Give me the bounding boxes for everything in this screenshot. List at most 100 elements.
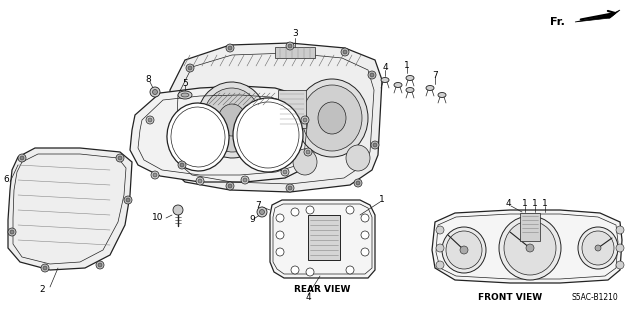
Circle shape <box>303 118 307 122</box>
Text: 9: 9 <box>249 216 255 225</box>
Circle shape <box>291 208 299 216</box>
Ellipse shape <box>406 87 414 93</box>
Circle shape <box>436 226 444 234</box>
Circle shape <box>460 246 468 254</box>
Circle shape <box>291 266 299 274</box>
Ellipse shape <box>318 102 346 134</box>
Text: 8: 8 <box>145 76 151 85</box>
Polygon shape <box>270 200 375 278</box>
Circle shape <box>286 184 294 192</box>
Polygon shape <box>8 148 132 270</box>
Circle shape <box>276 231 284 239</box>
Circle shape <box>343 50 347 54</box>
Polygon shape <box>432 210 622 283</box>
Circle shape <box>301 116 309 124</box>
Circle shape <box>616 226 624 234</box>
Circle shape <box>118 156 122 160</box>
Circle shape <box>436 261 444 269</box>
Ellipse shape <box>446 231 482 269</box>
Circle shape <box>371 141 379 149</box>
Text: REAR VIEW: REAR VIEW <box>294 286 350 294</box>
Circle shape <box>288 44 292 48</box>
Ellipse shape <box>438 93 446 98</box>
Circle shape <box>18 154 26 162</box>
Circle shape <box>226 44 234 52</box>
Circle shape <box>198 179 202 183</box>
Circle shape <box>43 266 47 270</box>
Ellipse shape <box>582 231 614 265</box>
Ellipse shape <box>197 82 267 158</box>
Polygon shape <box>575 10 620 22</box>
Circle shape <box>257 207 267 217</box>
Circle shape <box>361 248 369 256</box>
Text: 6: 6 <box>3 175 9 184</box>
Text: 5: 5 <box>182 78 188 87</box>
Circle shape <box>116 154 124 162</box>
Circle shape <box>196 177 204 185</box>
Text: 1: 1 <box>542 199 548 209</box>
Circle shape <box>306 206 314 214</box>
Ellipse shape <box>394 83 402 87</box>
Text: 7: 7 <box>432 70 438 79</box>
Ellipse shape <box>578 227 618 269</box>
Circle shape <box>281 168 289 176</box>
Text: 4: 4 <box>382 63 388 72</box>
Bar <box>278 90 306 128</box>
Circle shape <box>276 214 284 222</box>
Circle shape <box>178 161 186 169</box>
Text: 1: 1 <box>379 196 385 204</box>
Circle shape <box>243 178 247 182</box>
Ellipse shape <box>296 79 368 157</box>
Circle shape <box>152 90 157 94</box>
Bar <box>308 215 340 260</box>
Circle shape <box>180 163 184 167</box>
Circle shape <box>616 244 624 252</box>
Ellipse shape <box>442 227 486 273</box>
Circle shape <box>126 198 130 202</box>
Circle shape <box>361 231 369 239</box>
Circle shape <box>228 46 232 50</box>
Text: 7: 7 <box>255 201 261 210</box>
Ellipse shape <box>302 85 362 151</box>
Polygon shape <box>168 43 382 192</box>
Polygon shape <box>275 47 315 58</box>
Circle shape <box>188 66 192 70</box>
Ellipse shape <box>181 93 189 97</box>
Bar <box>520 213 540 241</box>
Text: 3: 3 <box>292 29 298 39</box>
Circle shape <box>370 73 374 77</box>
Circle shape <box>241 176 249 184</box>
Text: S5AC-B1210: S5AC-B1210 <box>572 293 618 301</box>
Text: 1: 1 <box>532 199 538 209</box>
Circle shape <box>173 205 183 215</box>
Ellipse shape <box>381 78 389 83</box>
Circle shape <box>436 244 444 252</box>
Polygon shape <box>130 86 315 182</box>
Ellipse shape <box>167 103 229 171</box>
Circle shape <box>124 196 132 204</box>
Ellipse shape <box>233 98 303 172</box>
Ellipse shape <box>203 88 261 152</box>
Circle shape <box>41 264 49 272</box>
Circle shape <box>361 214 369 222</box>
Ellipse shape <box>293 149 317 175</box>
Circle shape <box>616 261 624 269</box>
Ellipse shape <box>499 216 561 280</box>
Text: 4: 4 <box>505 199 511 209</box>
Circle shape <box>341 48 349 56</box>
Circle shape <box>10 230 14 234</box>
Text: FRONT VIEW: FRONT VIEW <box>478 293 542 301</box>
Circle shape <box>368 71 376 79</box>
Ellipse shape <box>426 85 434 91</box>
Circle shape <box>306 268 314 276</box>
Circle shape <box>96 261 104 269</box>
Circle shape <box>151 171 159 179</box>
Circle shape <box>346 206 354 214</box>
Text: 4: 4 <box>305 293 311 302</box>
Circle shape <box>283 170 287 174</box>
Ellipse shape <box>218 104 246 136</box>
Ellipse shape <box>346 145 370 171</box>
Circle shape <box>286 42 294 50</box>
Circle shape <box>226 182 234 190</box>
Text: 2: 2 <box>39 286 45 294</box>
